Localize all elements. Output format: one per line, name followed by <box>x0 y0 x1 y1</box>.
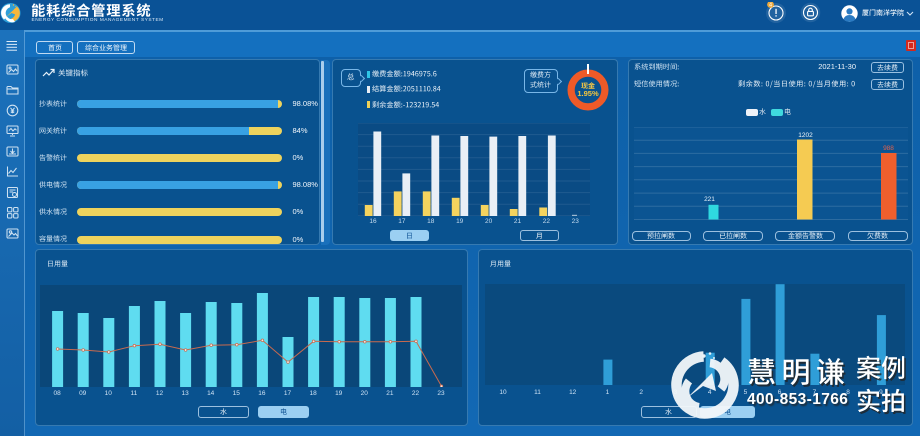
svg-text:4: 4 <box>769 3 772 9</box>
